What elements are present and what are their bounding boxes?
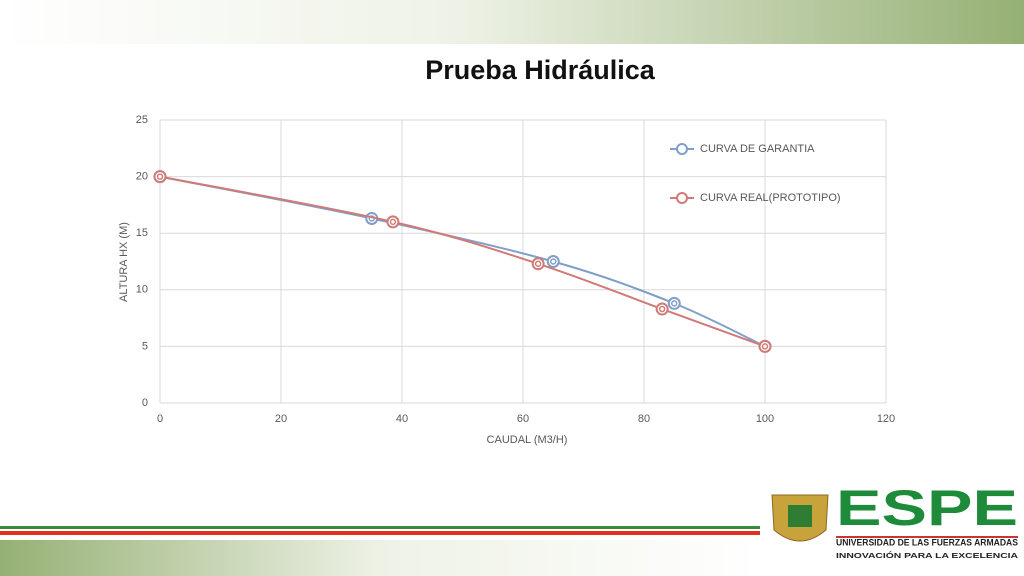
x-axis-label: CAUDAL (M3/H) xyxy=(487,434,568,446)
point xyxy=(153,170,167,184)
x-tick-label: 80 xyxy=(638,413,650,425)
stripe-red xyxy=(0,531,760,535)
legend-label: CURVA DE GARANTIA xyxy=(700,143,815,155)
y-tick-label: 20 xyxy=(136,171,148,183)
point xyxy=(531,257,545,271)
logo-subtitle: UNIVERSIDAD DE LAS FUERZAS ARMADAS xyxy=(836,537,1018,547)
x-tick-label: 60 xyxy=(517,413,529,425)
top-band xyxy=(0,0,1024,44)
logo-name: ESPE xyxy=(836,480,1018,536)
point-core xyxy=(761,343,769,350)
y-tick-label: 5 xyxy=(142,340,148,352)
point-core xyxy=(658,305,666,313)
logo-motto: INNOVACIÓN PARA LA EXCELENCIA xyxy=(836,551,1019,560)
stripe-green xyxy=(0,526,760,529)
point xyxy=(667,296,681,310)
y-axis-label: ALTURA HX (M) xyxy=(118,222,130,302)
legend-label: CURVA REAL(PROTOTIPO) xyxy=(700,192,841,204)
x-tick-label: 20 xyxy=(275,413,287,425)
series-line xyxy=(159,175,766,348)
x-tick-label: 40 xyxy=(396,413,408,425)
point-core xyxy=(156,173,164,180)
legend-marker xyxy=(676,143,688,155)
point xyxy=(386,215,400,229)
y-tick-label: 0 xyxy=(142,397,148,409)
y-tick-label: 15 xyxy=(136,227,148,239)
chart-title: Prueba Hidráulica xyxy=(425,55,656,85)
y-tick-label: 10 xyxy=(136,284,148,296)
point xyxy=(758,339,772,353)
point-core xyxy=(389,218,397,226)
legend-marker xyxy=(676,192,688,204)
logo-emblem xyxy=(788,505,812,527)
logo-rule xyxy=(836,536,1018,538)
point-core xyxy=(671,300,678,307)
point-core xyxy=(534,260,542,268)
series-line xyxy=(159,175,766,348)
bottom-band xyxy=(0,540,760,576)
logo: ESPE UNIVERSIDAD DE LAS FUERZAS ARMADAS … xyxy=(771,480,1019,560)
point xyxy=(655,302,669,316)
x-tick-label: 120 xyxy=(877,413,895,425)
x-tick-label: 0 xyxy=(157,413,163,425)
x-tick-label: 100 xyxy=(756,413,774,425)
point-core xyxy=(550,258,557,265)
point xyxy=(546,255,560,268)
y-tick-label: 25 xyxy=(136,114,148,126)
